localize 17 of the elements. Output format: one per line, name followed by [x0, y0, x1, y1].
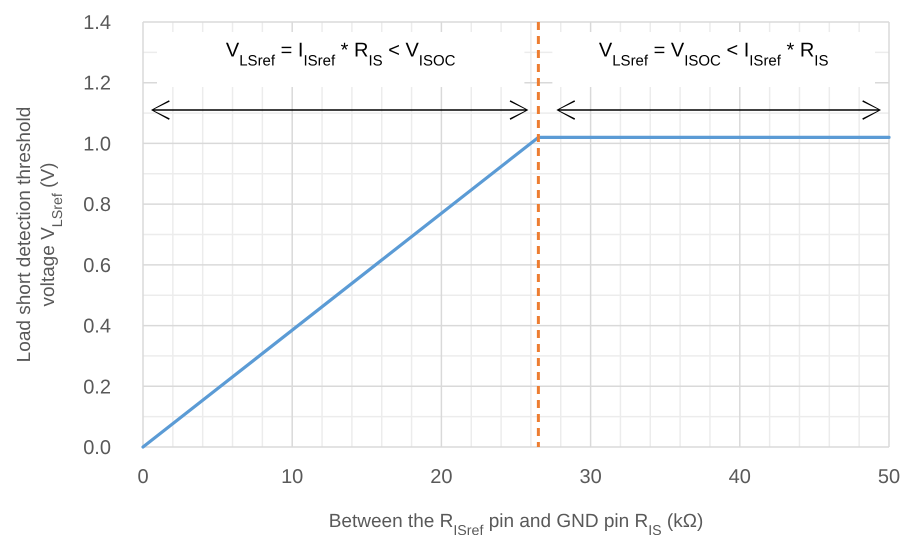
x-tick-label: 10 — [281, 466, 304, 488]
y-tick-label: 0.8 — [83, 194, 111, 216]
y-tick-label: 0.6 — [83, 254, 111, 277]
y-tick-label: 1.0 — [83, 133, 111, 156]
y-tick-label: 0.0 — [83, 437, 111, 459]
y-tick-label: 0.2 — [83, 376, 111, 398]
annotation: V$_{LSref}$ = I$_{ISref}$ * R$_{IS}$ < V$_{ISOC}$ — [226, 39, 456, 69]
y-tick-label: 1.4 — [83, 12, 111, 34]
annotation: V$_{LSref}$ = V$_{ISOC}$ < I$_{ISref}$ * R$_{IS}$ — [598, 39, 828, 69]
y-tick-label: 0.4 — [83, 316, 111, 338]
x-tick-label: 30 — [579, 466, 602, 488]
x-tick-label: 20 — [430, 466, 453, 488]
x-tick-label: 50 — [878, 466, 900, 488]
y-tick-label: 1.2 — [83, 72, 111, 95]
x-axis-title: Between the R$_{ISref}$ pin and GND pin R$_{IS}$ (kΩ) — [328, 511, 704, 535]
x-tick-label: 0 — [137, 466, 149, 488]
x-tick-label: 40 — [728, 466, 751, 488]
